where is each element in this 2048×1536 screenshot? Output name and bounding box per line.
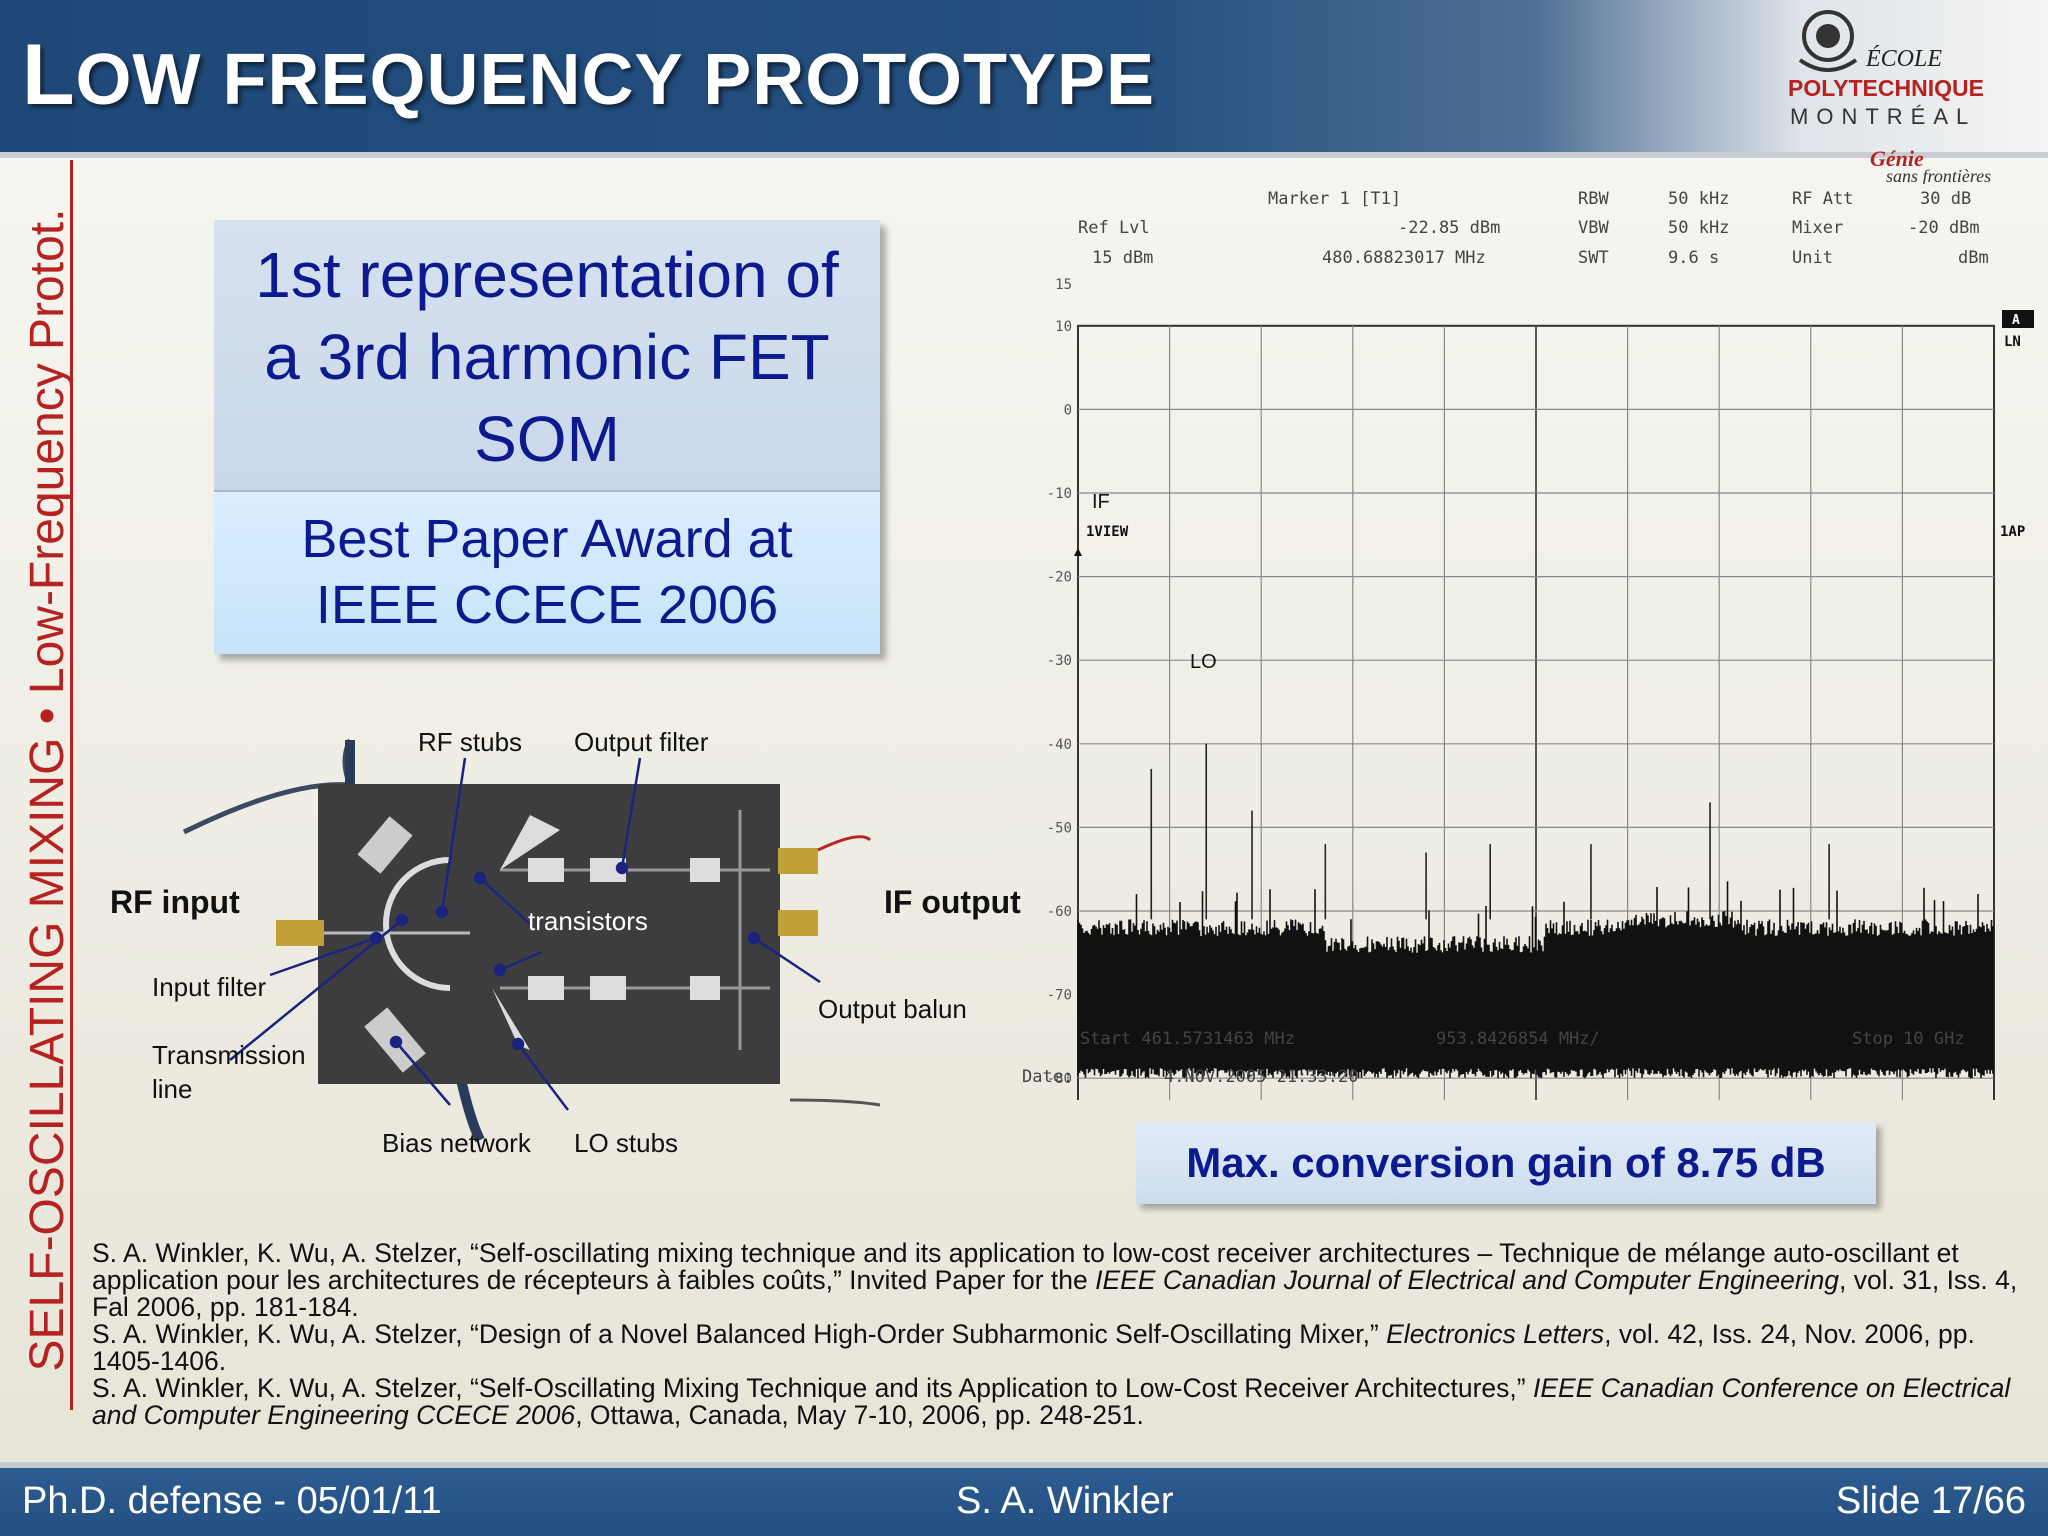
label-transistors: transistors xyxy=(528,906,648,936)
rf-stub xyxy=(500,815,560,870)
sa-swt-value: 9.6 s xyxy=(1668,248,1719,268)
conversion-gain-box: Max. conversion gain of 8.75 dB xyxy=(1136,1122,1876,1204)
sa-a-label: A xyxy=(2012,313,2020,328)
callout-line-2: a 3rd harmonic FET xyxy=(264,321,830,393)
logo-genie: Génie xyxy=(1870,146,1924,171)
sa-y-tick-label: 15 xyxy=(1055,277,1072,293)
polytechnique-logo: ÉCOLE POLYTECHNIQUE MONTRÉAL Génie sans … xyxy=(1788,10,1991,184)
sa-y-tick-label: -10 xyxy=(1047,486,1072,502)
label-input-filter: Input filter xyxy=(152,972,267,1002)
if-connector-1 xyxy=(778,848,818,874)
sa-ref-lvl-value: 15 dBm xyxy=(1092,248,1153,268)
sa-swt-label: SWT xyxy=(1578,248,1609,268)
sa-div: 953.8426854 MHz/ xyxy=(1436,1029,1600,1049)
label-output-filter: Output filter xyxy=(574,727,709,757)
callout-line-3: SOM xyxy=(474,403,620,475)
ring-trace xyxy=(383,857,451,991)
award-line-2: IEEE CCECE 2006 xyxy=(315,575,779,635)
sa-marker-freq: 480.68823017 MHz xyxy=(1322,248,1486,268)
label-output-balun: Output balun xyxy=(818,994,967,1024)
title-bar: LOW FREQUENCY PROTOTYPE xyxy=(0,0,2048,158)
sa-date-value: 4.NOV.2005 21:33:20 xyxy=(1164,1067,1358,1087)
sa-y-tick-label: -60 xyxy=(1047,904,1072,920)
sa-mixer-label: Mixer xyxy=(1792,218,1843,238)
sa-trace xyxy=(1077,743,1994,1079)
sa-y-tick-label: -70 xyxy=(1047,988,1072,1004)
award-line-1: Best Paper Award at xyxy=(301,509,793,569)
label-if-output: IF output xyxy=(884,884,1021,920)
sa-y-tick-label: 0 xyxy=(1064,402,1072,418)
label-rf-stubs: RF stubs xyxy=(418,727,523,757)
sa-ln-label: LN xyxy=(2004,334,2021,350)
sa-rbw-label: RBW xyxy=(1578,189,1609,209)
title-initial: L xyxy=(22,27,76,123)
sa-y-tick-label: -20 xyxy=(1047,570,1072,586)
logo-ecole: ÉCOLE xyxy=(1865,46,1942,72)
reference-3: S. A. Winkler, K. Wu, A. Stelzer, “Self-… xyxy=(92,1373,2011,1430)
title-text: OW FREQUENCY PROTOTYPE xyxy=(75,40,1156,120)
sa-vbw-value: 50 kHz xyxy=(1668,218,1729,238)
sa-noise-floor xyxy=(1077,881,1994,1079)
sa-y-tick-label: 10 xyxy=(1055,319,1072,335)
sa-stop: Stop 10 GHz xyxy=(1852,1029,1965,1049)
label-rf-input: RF input xyxy=(110,884,240,920)
sa-unit-label: Unit xyxy=(1792,248,1833,268)
sa-marker: Marker 1 [T1] xyxy=(1268,189,1401,209)
sa-lo-marker: LO xyxy=(1190,651,1217,673)
lo-stub xyxy=(492,988,530,1050)
logo-sans-frontieres: sans frontières xyxy=(1886,166,1991,184)
sa-trace-label: 1VIEW xyxy=(1086,524,1129,540)
award-callout: 1st representation of a 3rd harmonic FET… xyxy=(214,220,880,654)
spectrum-analyzer-plot: Marker 1 [T1] Ref Lvl 15 dBm -22.85 dBm … xyxy=(1022,189,2034,1100)
sa-vbw-label: VBW xyxy=(1578,218,1609,238)
sa-y-tick-label: -40 xyxy=(1047,737,1072,753)
wire-red xyxy=(817,835,872,852)
label-line: line xyxy=(152,1074,193,1104)
sa-y-tick-label: -80 xyxy=(1047,1071,1072,1087)
sa-rbw-value: 50 kHz xyxy=(1668,189,1729,209)
sa-1ap-label: 1AP xyxy=(2000,524,2025,540)
sa-start: Start 461.5731463 MHz xyxy=(1080,1029,1295,1049)
sa-a-badge xyxy=(2002,310,2034,328)
slide-footer: Ph.D. defense - 05/01/11 S. A. Winkler S… xyxy=(0,1462,2048,1536)
logo-montreal: MONTRÉAL xyxy=(1790,104,1976,129)
reference-1: S. A. Winkler, K. Wu, A. Stelzer, “Self-… xyxy=(92,1238,2018,1322)
references: S. A. Winkler, K. Wu, A. Stelzer, “Self-… xyxy=(92,1240,2022,1429)
reference-2: S. A. Winkler, K. Wu, A. Stelzer, “Desig… xyxy=(92,1319,1975,1376)
sa-if-marker: IF xyxy=(1092,491,1110,513)
callout-award: Best Paper Award at IEEE CCECE 2006 xyxy=(214,490,880,654)
section-side-title: SELF-OSCILLATING MIXING • Low-Frequency … xyxy=(21,208,74,1372)
callout-headline: 1st representation of a 3rd harmonic FET… xyxy=(214,220,880,490)
logo-polytechnique: POLYTECHNIQUE xyxy=(1788,75,1984,101)
footer-event: Ph.D. defense - 05/01/11 xyxy=(22,1480,442,1522)
prototype-photo xyxy=(182,738,881,1143)
slide-title: LOW FREQUENCY PROTOTYPE xyxy=(22,26,1155,125)
sa-ref-lvl-label: Ref Lvl xyxy=(1078,218,1150,238)
if-connector-2 xyxy=(778,910,818,936)
rf-connector xyxy=(276,920,324,946)
crest-icon xyxy=(1798,10,1858,72)
sa-frame xyxy=(1077,324,1995,1100)
sa-marker-level: -22.85 dBm xyxy=(1398,218,1500,238)
sa-y-tick-label: -30 xyxy=(1047,653,1072,669)
footer-author: S. A. Winkler xyxy=(956,1480,1174,1522)
sa-rfatt-label: RF Att xyxy=(1792,189,1853,209)
header-rule xyxy=(0,152,2048,158)
label-lo-stubs: LO stubs xyxy=(574,1128,679,1158)
sa-unit-value: dBm xyxy=(1958,248,1989,268)
label-transmission: Transmission xyxy=(152,1040,306,1070)
cable-bottom-right xyxy=(789,1098,881,1107)
footer-slide-number: Slide 17/66 xyxy=(1835,1480,2026,1522)
label-bias-network: Bias network xyxy=(382,1128,531,1158)
sa-y-tick-label: -50 xyxy=(1047,820,1072,836)
sa-date-label: Date: xyxy=(1022,1067,1073,1087)
sa-mixer-value: -20 dBm xyxy=(1908,218,1980,238)
annotation-pointers xyxy=(229,757,821,1111)
side-divider xyxy=(70,160,73,1410)
callout-line-1: 1st representation of xyxy=(255,239,839,311)
sa-rfatt-value: 30 dB xyxy=(1920,189,1971,209)
